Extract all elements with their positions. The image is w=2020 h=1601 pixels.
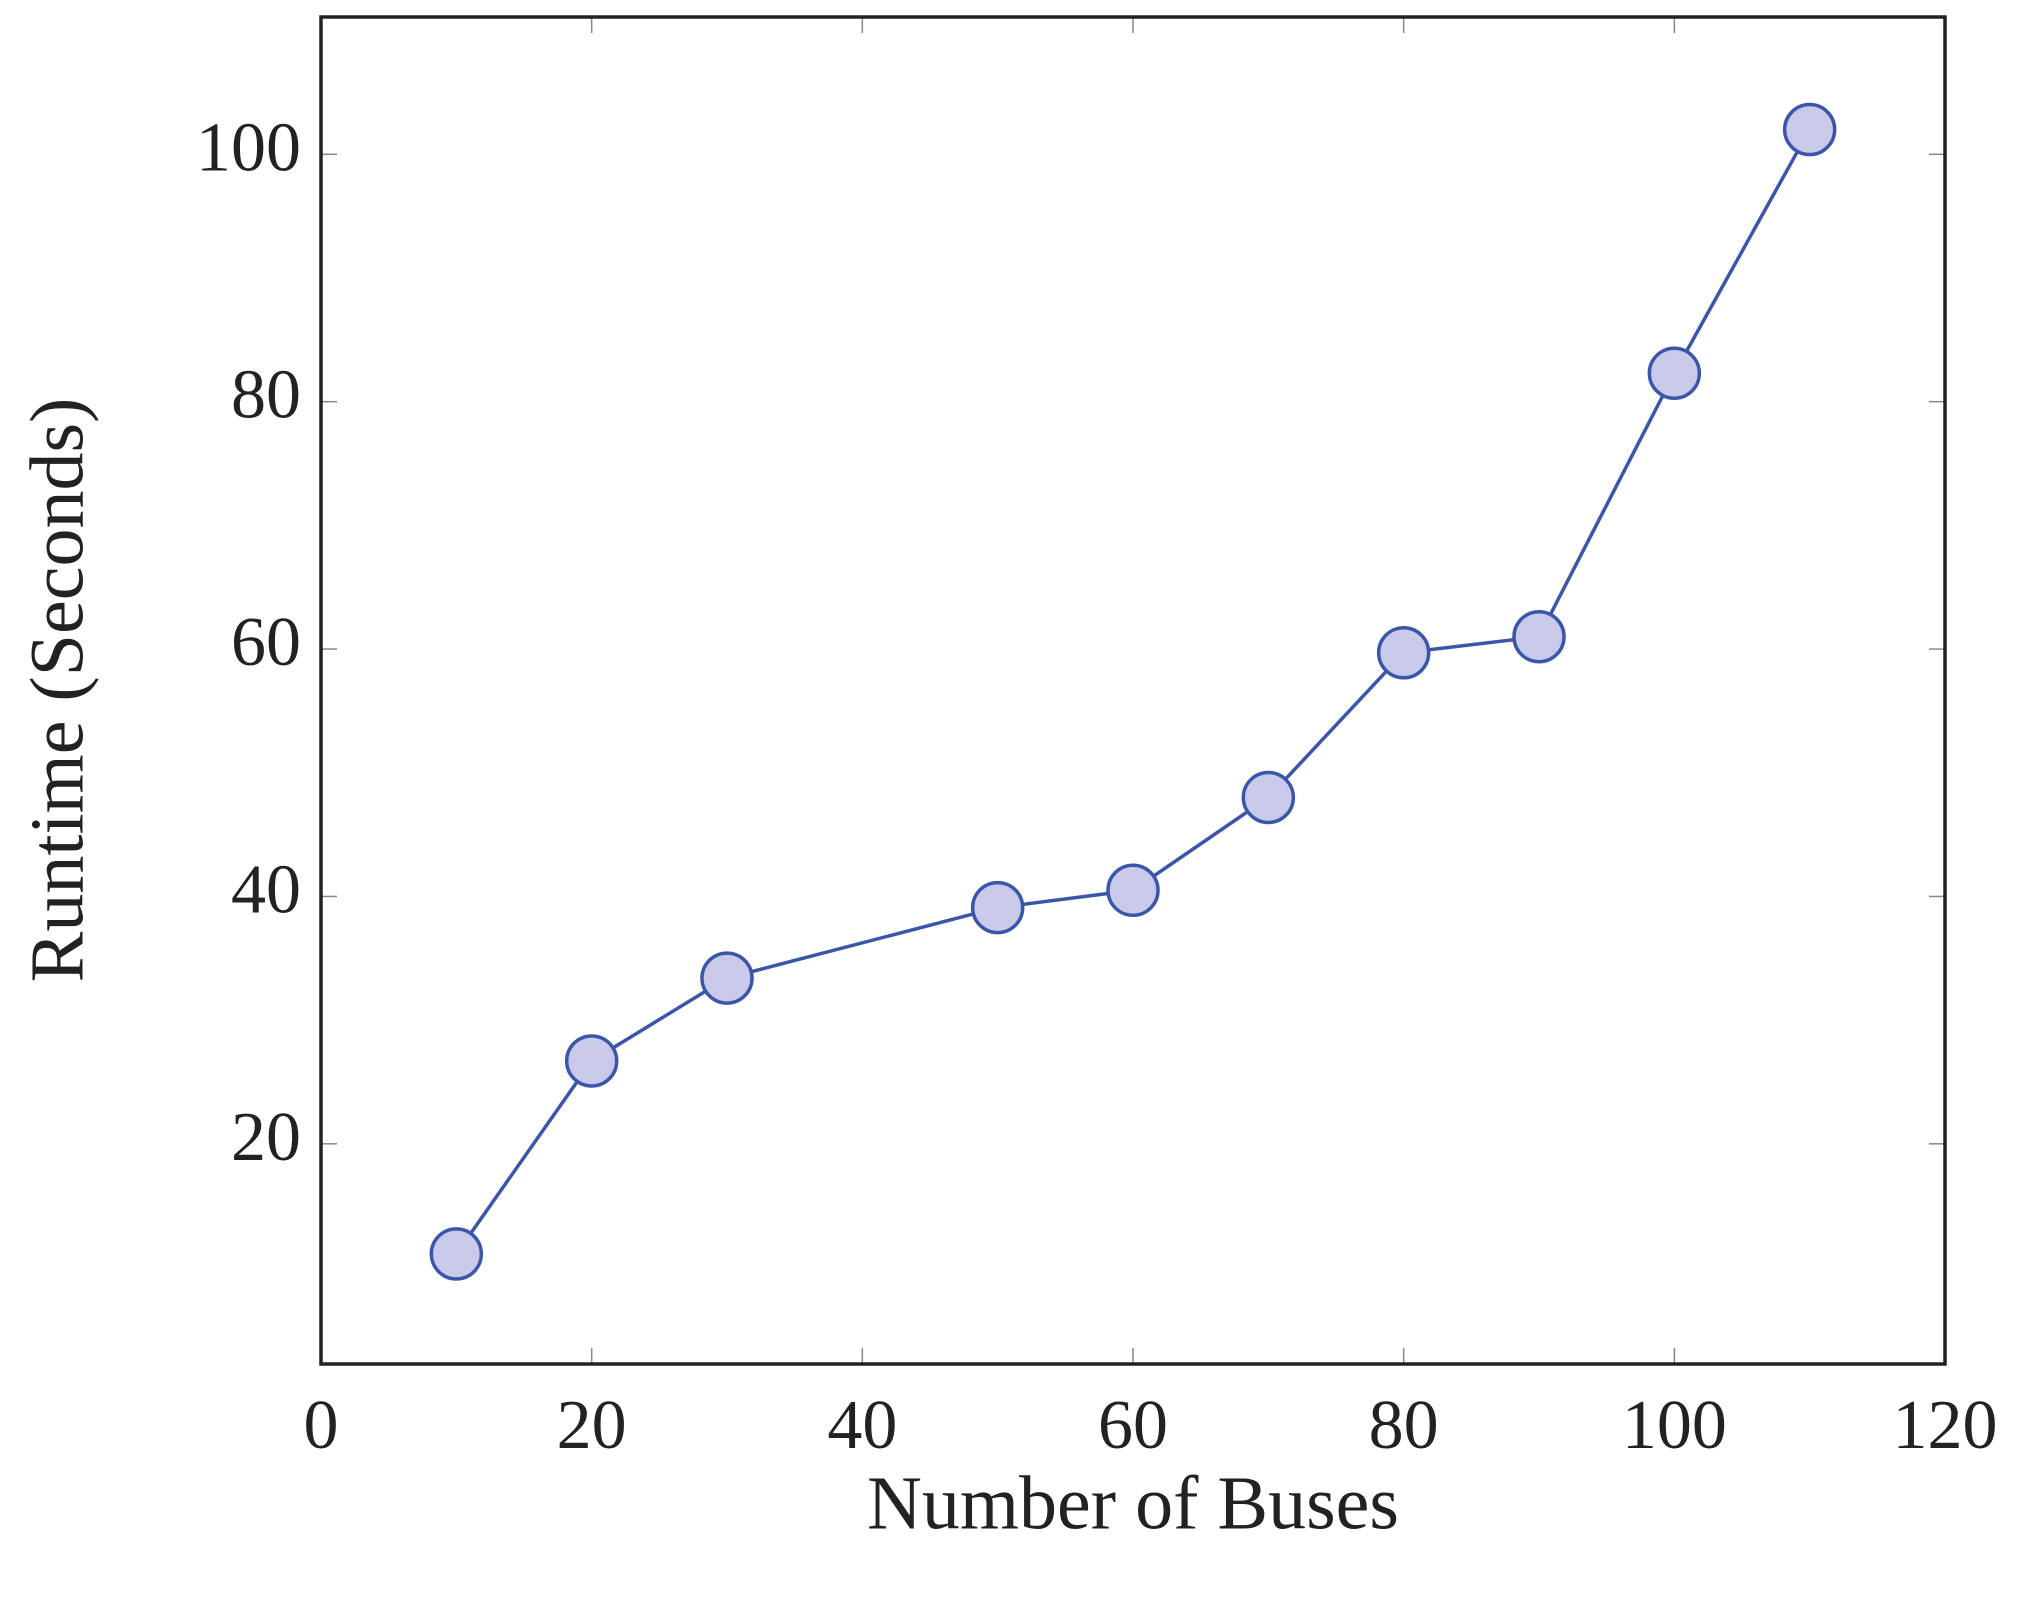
y-tick-label: 100 bbox=[196, 109, 301, 186]
data-point bbox=[1647, 346, 1702, 400]
y-tick-label: 60 bbox=[231, 604, 301, 681]
x-tick-label: 120 bbox=[1893, 1387, 1998, 1464]
x-tick-label: 20 bbox=[557, 1387, 627, 1464]
y-axis-label: Runtime (Seconds) bbox=[15, 398, 99, 983]
x-tick-label: 60 bbox=[1098, 1387, 1168, 1464]
x-tick-label: 40 bbox=[827, 1387, 897, 1464]
data-point bbox=[700, 951, 754, 1005]
data-point bbox=[1376, 626, 1431, 680]
data-point bbox=[564, 1034, 619, 1088]
x-tick-label: 0 bbox=[304, 1387, 339, 1464]
series-line bbox=[454, 128, 1812, 1255]
data-point bbox=[970, 880, 1025, 935]
plot-frame bbox=[319, 15, 1947, 1366]
x-axis-label: Number of Buses bbox=[867, 1461, 1399, 1545]
data-point bbox=[1241, 770, 1296, 825]
y-tick-label: 40 bbox=[231, 852, 301, 929]
data-point bbox=[1106, 863, 1160, 918]
data-point bbox=[429, 1227, 484, 1281]
data-point bbox=[1512, 609, 1566, 664]
y-tick-label: 80 bbox=[231, 357, 301, 434]
y-tick-label: 20 bbox=[231, 1099, 301, 1176]
data-point bbox=[1782, 102, 1837, 157]
x-tick-label: 80 bbox=[1369, 1387, 1439, 1464]
x-tick-label: 100 bbox=[1622, 1387, 1727, 1464]
